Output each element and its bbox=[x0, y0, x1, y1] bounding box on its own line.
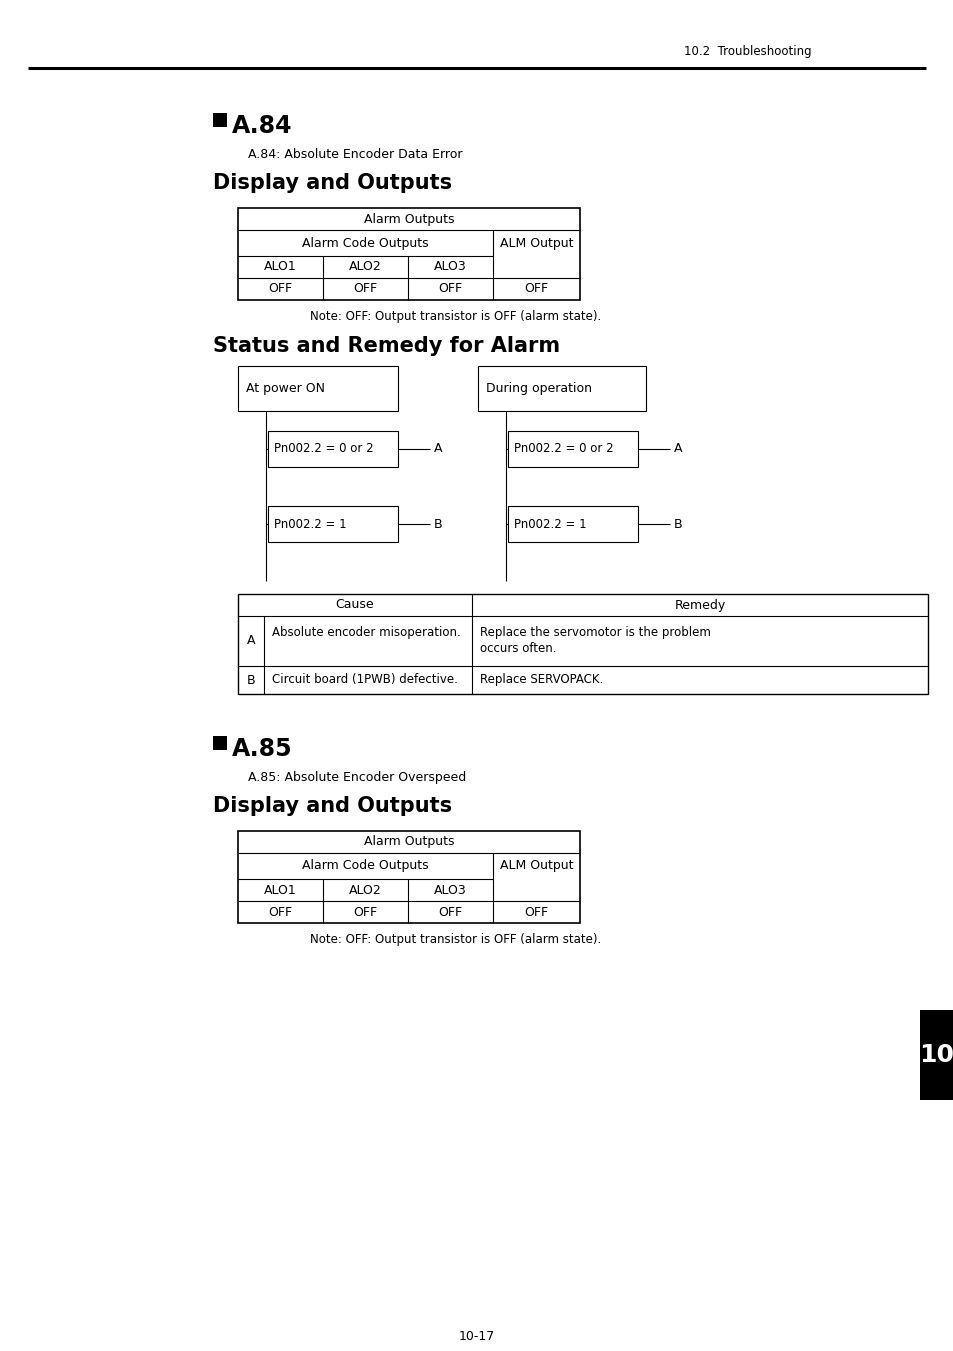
Text: Status and Remedy for Alarm: Status and Remedy for Alarm bbox=[213, 336, 559, 357]
Text: occurs often.: occurs often. bbox=[479, 642, 556, 655]
Text: Circuit board (1PWB) defective.: Circuit board (1PWB) defective. bbox=[272, 674, 457, 686]
Text: Display and Outputs: Display and Outputs bbox=[213, 796, 452, 816]
Text: OFF: OFF bbox=[524, 282, 548, 296]
Text: During operation: During operation bbox=[485, 382, 592, 394]
Text: Note: OFF: Output transistor is OFF (alarm state).: Note: OFF: Output transistor is OFF (ala… bbox=[310, 934, 600, 946]
Text: OFF: OFF bbox=[353, 905, 377, 919]
Text: OFF: OFF bbox=[268, 905, 293, 919]
Text: Note: OFF: Output transistor is OFF (alarm state).: Note: OFF: Output transistor is OFF (ala… bbox=[310, 309, 600, 323]
Bar bbox=[237, 366, 397, 411]
Bar bbox=[213, 736, 227, 750]
Text: B: B bbox=[673, 517, 682, 531]
Text: A.84: Absolute Encoder Data Error: A.84: Absolute Encoder Data Error bbox=[248, 149, 462, 161]
Text: Alarm Outputs: Alarm Outputs bbox=[363, 835, 454, 848]
Text: A: A bbox=[673, 443, 681, 455]
Text: Replace the servomotor is the problem: Replace the servomotor is the problem bbox=[479, 626, 710, 639]
Text: 10: 10 bbox=[919, 1043, 953, 1067]
Text: A.85: Absolute Encoder Overspeed: A.85: Absolute Encoder Overspeed bbox=[248, 771, 466, 784]
Text: Absolute encoder misoperation.: Absolute encoder misoperation. bbox=[272, 626, 460, 639]
Text: Pn002.2 = 0 or 2: Pn002.2 = 0 or 2 bbox=[274, 443, 374, 455]
Bar bbox=[213, 113, 227, 127]
Bar bbox=[268, 431, 397, 467]
Text: OFF: OFF bbox=[438, 905, 462, 919]
Bar bbox=[507, 431, 638, 467]
Text: ALO2: ALO2 bbox=[349, 261, 381, 273]
Text: ALO1: ALO1 bbox=[264, 884, 296, 897]
Bar bbox=[507, 507, 638, 542]
Text: A.85: A.85 bbox=[232, 738, 293, 761]
Bar bbox=[477, 366, 645, 411]
Text: A: A bbox=[247, 635, 255, 647]
Text: Pn002.2 = 0 or 2: Pn002.2 = 0 or 2 bbox=[514, 443, 613, 455]
Text: Cause: Cause bbox=[335, 598, 374, 612]
Bar bbox=[919, 1011, 953, 1100]
Text: Alarm Outputs: Alarm Outputs bbox=[363, 212, 454, 226]
Text: B: B bbox=[434, 517, 442, 531]
Text: ALO2: ALO2 bbox=[349, 884, 381, 897]
Bar bbox=[237, 831, 579, 923]
Text: B: B bbox=[247, 674, 255, 686]
Text: Alarm Code Outputs: Alarm Code Outputs bbox=[302, 236, 428, 250]
Text: ALM Output: ALM Output bbox=[499, 236, 573, 250]
Text: ALO1: ALO1 bbox=[264, 261, 296, 273]
Text: OFF: OFF bbox=[268, 282, 293, 296]
Text: OFF: OFF bbox=[438, 282, 462, 296]
Text: Display and Outputs: Display and Outputs bbox=[213, 173, 452, 193]
Text: Pn002.2 = 1: Pn002.2 = 1 bbox=[274, 517, 346, 531]
Bar bbox=[237, 208, 579, 300]
Text: At power ON: At power ON bbox=[246, 382, 325, 394]
Bar bbox=[237, 594, 927, 694]
Text: Replace SERVOPACK.: Replace SERVOPACK. bbox=[479, 674, 602, 686]
Text: A: A bbox=[434, 443, 442, 455]
Bar bbox=[268, 507, 397, 542]
Text: 10-17: 10-17 bbox=[458, 1329, 495, 1343]
Text: Remedy: Remedy bbox=[674, 598, 725, 612]
Text: Pn002.2 = 1: Pn002.2 = 1 bbox=[514, 517, 586, 531]
Text: OFF: OFF bbox=[353, 282, 377, 296]
Text: A.84: A.84 bbox=[232, 113, 293, 138]
Text: Alarm Code Outputs: Alarm Code Outputs bbox=[302, 859, 428, 873]
Text: ALO3: ALO3 bbox=[434, 261, 466, 273]
Text: OFF: OFF bbox=[524, 905, 548, 919]
Text: ALM Output: ALM Output bbox=[499, 859, 573, 873]
Text: 10.2  Troubleshooting: 10.2 Troubleshooting bbox=[683, 45, 811, 58]
Text: ALO3: ALO3 bbox=[434, 884, 466, 897]
